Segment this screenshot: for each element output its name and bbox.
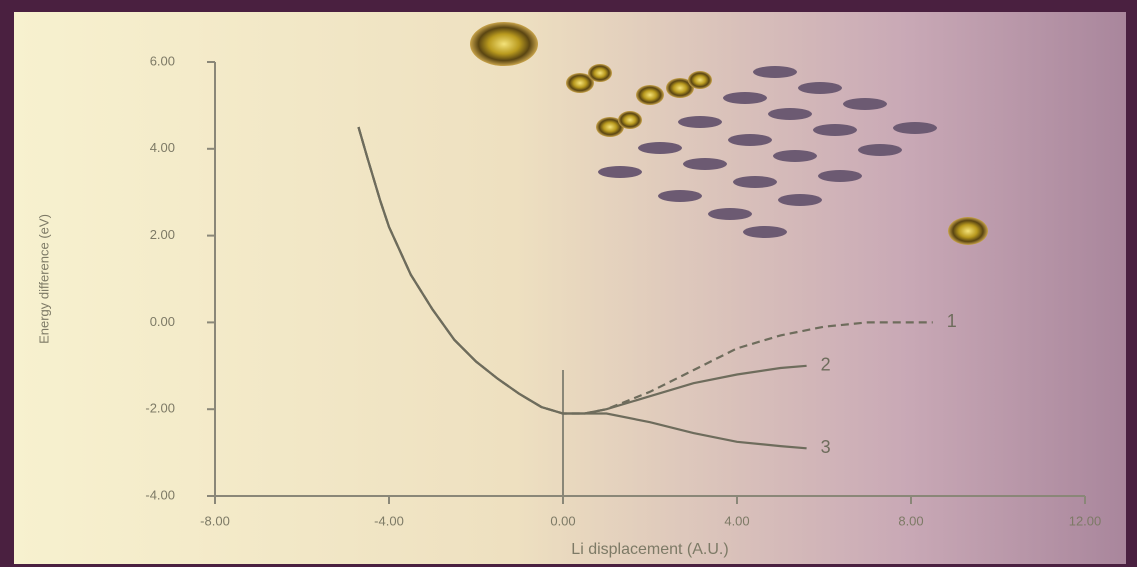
- x-tick-label: -8.00: [200, 513, 230, 528]
- atom-illustration: [470, 22, 988, 245]
- y-tick-label: 6.00: [150, 53, 175, 68]
- series-label: 2: [821, 355, 831, 375]
- y-tick-label: 0.00: [150, 314, 175, 329]
- x-tick-label: 4.00: [724, 513, 749, 528]
- x-tick-label: 8.00: [898, 513, 923, 528]
- x-axis-title: Li displacement (A.U.): [571, 541, 728, 558]
- x-tick-label: -4.00: [374, 513, 404, 528]
- series-label: 3: [821, 437, 831, 457]
- y-tick-label: 2.00: [150, 227, 175, 242]
- x-tick-label: 0.00: [550, 513, 575, 528]
- series-label: 1: [947, 311, 957, 331]
- x-tick-label: 12.00: [1069, 513, 1102, 528]
- y-tick-label: -2.00: [145, 401, 175, 416]
- y-tick-label: 4.00: [150, 140, 175, 155]
- y-axis-title: Energy difference (eV): [36, 214, 51, 344]
- series-line: [357, 126, 807, 450]
- plot-background: [14, 12, 1126, 564]
- y-tick-label: -4.00: [145, 487, 175, 502]
